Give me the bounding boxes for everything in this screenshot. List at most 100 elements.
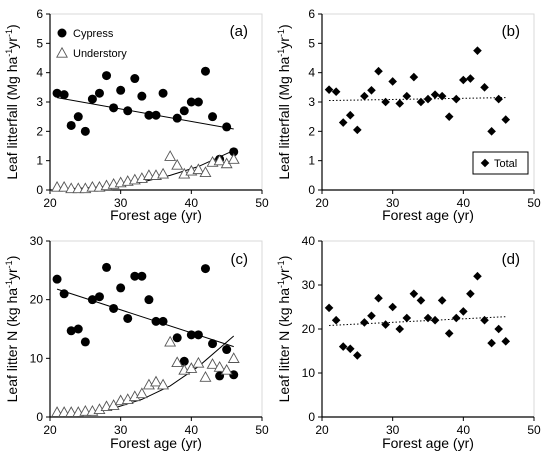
panel-label: (d) bbox=[502, 251, 520, 268]
data-point bbox=[402, 313, 412, 323]
data-point bbox=[179, 106, 189, 116]
legend-marker bbox=[480, 158, 490, 168]
x-axis-label: Forest age (yr) bbox=[110, 435, 202, 451]
series-cypress bbox=[52, 262, 239, 381]
data-point bbox=[151, 316, 161, 326]
chart-panel-3: 0 10 20 30 20 30 40 50 Forest age (yr) Leaf litte… bbox=[4, 234, 269, 451]
data-point bbox=[109, 303, 119, 313]
data-point bbox=[208, 339, 218, 349]
data-point bbox=[157, 167, 170, 179]
data-point bbox=[164, 150, 177, 161]
legend-label: Total bbox=[494, 158, 517, 170]
data-point bbox=[353, 351, 362, 360]
y-tick-label: 30 bbox=[302, 278, 316, 292]
data-point bbox=[144, 295, 154, 305]
data-point bbox=[79, 405, 92, 416]
data-point bbox=[451, 94, 461, 104]
x-tick-label: 40 bbox=[185, 196, 199, 210]
data-point bbox=[86, 180, 99, 192]
data-point bbox=[331, 315, 341, 325]
data-point bbox=[73, 112, 83, 122]
x-tick-label: 20 bbox=[315, 423, 329, 437]
data-point bbox=[345, 344, 355, 354]
data-point bbox=[213, 361, 226, 372]
data-point bbox=[200, 264, 210, 274]
y-tick-label: 0 bbox=[308, 410, 315, 424]
legend: Total bbox=[472, 151, 529, 175]
data-point bbox=[466, 74, 475, 83]
data-point bbox=[353, 125, 362, 135]
data-point bbox=[487, 127, 496, 136]
y-tick-label: 3 bbox=[308, 95, 315, 109]
x-tick-label: 30 bbox=[386, 423, 400, 437]
data-point bbox=[473, 271, 482, 281]
data-point bbox=[58, 406, 71, 417]
y-tick-label: 0 bbox=[36, 410, 43, 424]
series-cypress bbox=[52, 66, 239, 164]
data-point bbox=[172, 113, 182, 123]
data-point bbox=[222, 122, 232, 132]
data-point bbox=[185, 362, 198, 373]
data-point bbox=[220, 363, 233, 375]
data-point bbox=[367, 311, 376, 321]
data-point bbox=[480, 315, 489, 325]
data-point bbox=[409, 72, 419, 82]
data-point bbox=[151, 110, 161, 120]
x-tick-label: 40 bbox=[185, 423, 199, 437]
data-point bbox=[137, 271, 147, 281]
data-point bbox=[338, 342, 348, 351]
data-point bbox=[360, 318, 369, 327]
panel-label: (b) bbox=[502, 23, 520, 40]
x-axis-label: Forest age (yr) bbox=[382, 207, 474, 223]
data-point bbox=[135, 387, 148, 399]
data-point bbox=[229, 370, 239, 380]
series-understory bbox=[51, 335, 240, 417]
data-point bbox=[473, 46, 482, 55]
data-point bbox=[123, 106, 133, 116]
data-point bbox=[102, 71, 112, 81]
y-tick-label: 2 bbox=[36, 124, 43, 138]
x-tick-label: 50 bbox=[527, 423, 541, 437]
y-tick-label: 10 bbox=[30, 351, 44, 365]
y-tick-label: 40 bbox=[302, 234, 316, 248]
data-point bbox=[459, 307, 468, 316]
data-point bbox=[501, 337, 511, 346]
x-tick-label: 40 bbox=[457, 196, 471, 210]
data-point bbox=[437, 296, 447, 305]
data-point bbox=[367, 85, 376, 95]
series-understory bbox=[51, 150, 240, 194]
x-tick-label: 50 bbox=[255, 196, 269, 210]
data-point bbox=[94, 88, 104, 98]
data-point bbox=[437, 91, 447, 101]
y-tick-label: 2 bbox=[308, 124, 315, 138]
data-point bbox=[80, 126, 90, 136]
data-point bbox=[171, 158, 184, 170]
series-total bbox=[324, 46, 511, 136]
trendline-total bbox=[329, 316, 506, 326]
data-point bbox=[416, 296, 426, 305]
data-point bbox=[179, 356, 189, 366]
legend-marker bbox=[56, 46, 68, 58]
data-point bbox=[227, 352, 240, 363]
chart-panel-2: 0 1 2 3 4 5 6 20 30 40 50 Forest age (yr) Leaf litte… bbox=[276, 7, 541, 223]
chart-panel-1: 0 1 2 3 4 5 6 20 30 40 50 Forest age (yr) Leaf litte… bbox=[4, 7, 269, 223]
data-point bbox=[222, 345, 232, 355]
x-tick-label: 50 bbox=[527, 196, 541, 210]
data-point bbox=[487, 338, 496, 348]
data-point bbox=[130, 74, 140, 84]
data-point bbox=[137, 91, 147, 101]
data-point bbox=[423, 94, 433, 104]
data-point bbox=[395, 99, 405, 108]
data-point bbox=[381, 320, 390, 329]
panel-label: (c) bbox=[231, 251, 249, 268]
data-point bbox=[59, 90, 69, 100]
x-tick-label: 30 bbox=[114, 423, 128, 437]
data-point bbox=[345, 110, 355, 120]
x-tick-label: 30 bbox=[114, 196, 128, 210]
data-point bbox=[374, 66, 383, 76]
data-point bbox=[192, 163, 205, 175]
data-point bbox=[51, 180, 64, 192]
legend-marker bbox=[57, 28, 67, 38]
data-point bbox=[130, 271, 140, 281]
